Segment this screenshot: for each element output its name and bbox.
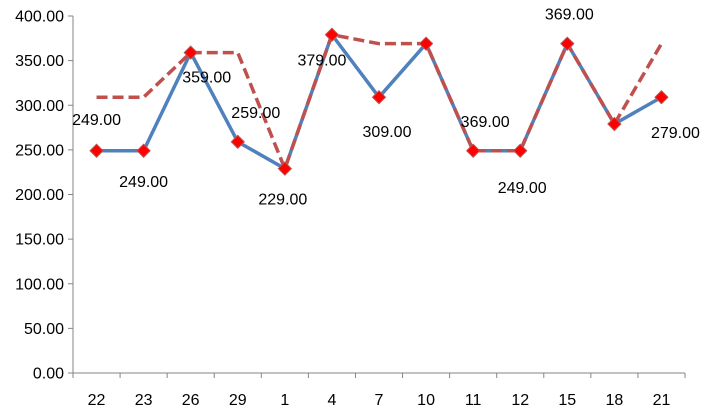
- data-point-marker: [560, 36, 575, 51]
- data-label: 259.00: [231, 105, 280, 122]
- x-tick-label: 26: [182, 392, 200, 407]
- y-tick-label: 100.00: [15, 276, 64, 293]
- data-point-marker: [513, 143, 528, 158]
- data-point-marker: [230, 134, 245, 150]
- data-label: 379.00: [297, 53, 346, 70]
- y-tick-label: 150.00: [15, 232, 64, 249]
- data-label: 229.00: [258, 192, 307, 209]
- x-tick-label: 11: [465, 392, 482, 407]
- data-point-marker: [654, 90, 669, 105]
- x-tick-label: 22: [88, 392, 106, 407]
- y-tick-label: 50.00: [24, 321, 64, 338]
- data-point-marker: [183, 45, 198, 60]
- x-tick-label: 12: [511, 392, 529, 407]
- data-label: 249.00: [119, 174, 168, 191]
- x-tick-label: 10: [417, 392, 435, 407]
- x-tick-label: 18: [605, 392, 623, 407]
- data-point-marker: [89, 143, 104, 158]
- x-tick-label: 4: [327, 392, 336, 407]
- x-tick-label: 29: [229, 392, 247, 407]
- x-tick-label: 15: [558, 392, 576, 407]
- x-tick-label: 1: [280, 392, 289, 407]
- data-point-marker: [418, 36, 434, 51]
- x-tick-label: 7: [375, 392, 384, 407]
- y-tick-label: 400.00: [15, 9, 64, 26]
- data-point-marker: [136, 143, 151, 158]
- chart-axes: 0.00 50.00 100.00 150.00 200.00 250.00 300.00 3…: [15, 9, 686, 407]
- data-point-marker: [465, 143, 481, 158]
- data-point-marker: [371, 90, 387, 105]
- y-tick-label: 350.00: [15, 53, 64, 70]
- data-label: 279.00: [651, 125, 700, 142]
- x-tick-label: 21: [653, 392, 671, 407]
- data-label: 249.00: [72, 112, 121, 129]
- data-label: 359.00: [182, 70, 231, 87]
- y-tick-label: 300.00: [15, 98, 64, 115]
- chart-data-labels: 249.00 249.00 359.00 259.00 229.00 379.00 309.…: [72, 7, 700, 209]
- data-label: 369.00: [545, 7, 594, 24]
- data-point-marker: [607, 116, 622, 132]
- data-point-marker: [324, 27, 340, 42]
- y-tick-label: 0.00: [33, 366, 64, 383]
- y-tick-label: 200.00: [15, 187, 64, 204]
- data-point-marker: [277, 161, 293, 176]
- data-label: 369.00: [461, 114, 510, 131]
- data-label: 249.00: [498, 180, 547, 197]
- data-label: 309.00: [363, 124, 412, 141]
- x-tick-label: 23: [135, 392, 153, 407]
- chart-series: [89, 27, 669, 176]
- y-tick-label: 250.00: [15, 142, 64, 159]
